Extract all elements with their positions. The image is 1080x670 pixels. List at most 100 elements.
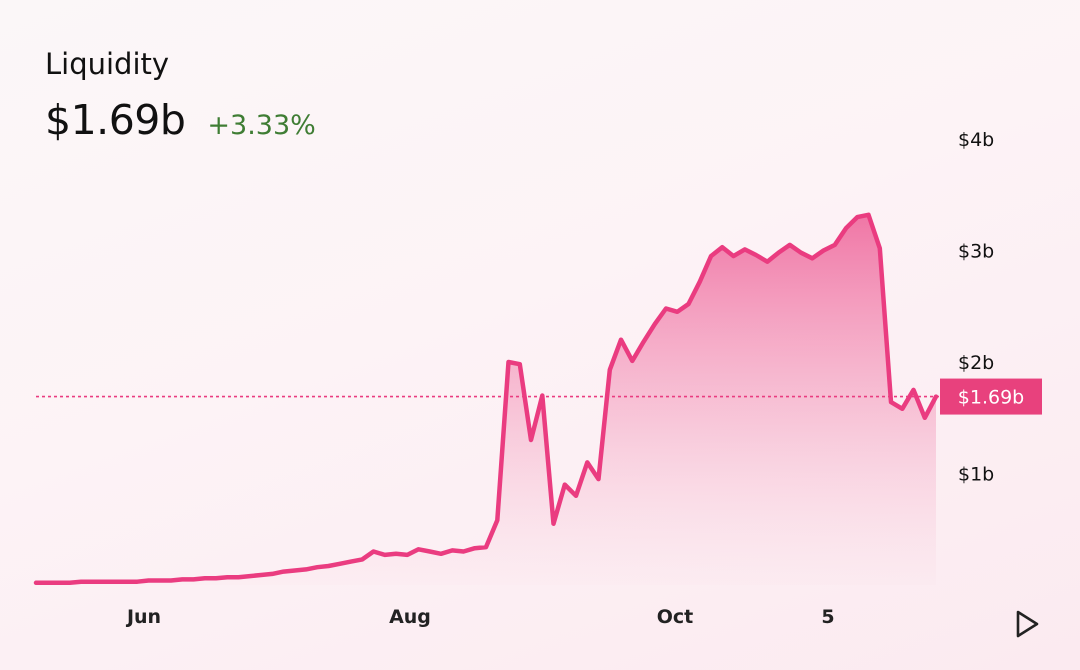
x-tick-label: Jun <box>125 606 161 628</box>
data-point <box>878 246 882 250</box>
data-point <box>79 580 83 584</box>
data-point <box>743 247 747 251</box>
data-point <box>158 579 162 583</box>
data-point <box>495 518 499 522</box>
data-point <box>529 438 533 442</box>
data-point <box>270 572 274 576</box>
data-point <box>180 577 184 581</box>
data-point <box>248 574 252 578</box>
data-point <box>90 580 94 584</box>
data-point <box>653 322 657 326</box>
data-point <box>563 483 567 487</box>
play-icon[interactable] <box>1012 608 1042 640</box>
data-point <box>732 254 736 258</box>
data-point <box>259 573 263 577</box>
data-point <box>687 302 691 306</box>
data-point <box>68 581 72 585</box>
data-point <box>810 256 814 260</box>
data-point <box>293 569 297 573</box>
data-point <box>574 494 578 498</box>
data-point <box>923 416 927 420</box>
data-point <box>675 310 679 314</box>
data-point <box>360 557 364 561</box>
data-point <box>450 548 454 552</box>
metric-value-row: $1.69b +3.33% <box>45 96 316 144</box>
series-line <box>33 212 939 586</box>
data-point <box>912 388 916 392</box>
data-point <box>822 249 826 253</box>
data-point <box>765 260 769 264</box>
data-point <box>540 393 544 397</box>
data-point <box>405 553 409 557</box>
data-point <box>102 580 106 584</box>
data-point <box>608 368 612 372</box>
data-point <box>788 243 792 247</box>
data-point <box>777 251 781 255</box>
data-point <box>349 560 353 564</box>
data-point <box>214 576 218 580</box>
data-point <box>720 245 724 249</box>
data-point <box>113 580 117 584</box>
data-point <box>57 581 61 585</box>
data-point <box>867 213 871 217</box>
data-point <box>518 362 522 366</box>
data-point <box>169 579 173 583</box>
y-tick-label: $3b <box>958 241 994 263</box>
y-tick-label: $4b <box>958 129 994 151</box>
data-point <box>698 280 702 284</box>
data-point <box>585 460 589 464</box>
metric-label: Liquidity <box>45 47 170 81</box>
y-tick-label: $2b <box>958 352 994 374</box>
data-point <box>315 565 319 569</box>
data-point <box>709 254 713 258</box>
data-point <box>597 477 601 481</box>
x-tick-label: Oct <box>657 606 694 628</box>
data-point <box>833 243 837 247</box>
y-axis: $1b $2b $3b $4b <box>958 129 994 486</box>
data-point <box>338 562 342 566</box>
y-tick-label: $1b <box>958 464 994 486</box>
data-point <box>473 546 477 550</box>
data-point <box>417 547 421 551</box>
series-area <box>36 214 936 586</box>
data-point <box>394 552 398 556</box>
x-tick-label: Aug <box>389 606 431 628</box>
data-point <box>282 570 286 574</box>
data-point <box>237 575 241 579</box>
data-point <box>619 338 623 342</box>
data-point <box>507 360 511 364</box>
data-point <box>642 340 646 344</box>
data-point <box>664 306 668 310</box>
data-point <box>147 579 151 583</box>
data-point <box>844 226 848 230</box>
data-point <box>372 550 376 554</box>
data-point <box>383 553 387 557</box>
data-point <box>855 215 859 219</box>
data-point <box>552 522 556 526</box>
data-point <box>327 564 331 568</box>
data-point <box>439 552 443 556</box>
current-value-badge-bg <box>940 378 1042 415</box>
data-point <box>304 567 308 571</box>
data-point <box>462 550 466 554</box>
data-point <box>124 580 128 584</box>
metric-value: $1.69b <box>45 96 186 144</box>
data-point <box>225 575 229 579</box>
data-point <box>192 577 196 581</box>
data-point <box>45 581 49 585</box>
data-point <box>889 400 893 404</box>
data-point <box>799 251 803 255</box>
current-value-badge: $1.69b <box>940 378 1042 415</box>
data-point <box>135 580 139 584</box>
data-point <box>900 407 904 411</box>
x-axis: Jun Aug Oct 5 <box>125 606 835 628</box>
data-point <box>484 545 488 549</box>
data-point <box>34 581 38 585</box>
data-point <box>630 359 634 363</box>
data-point <box>934 395 938 399</box>
data-point <box>203 576 207 580</box>
current-value-badge-label: $1.69b <box>958 387 1024 409</box>
liquidity-header: Liquidity $1.69b +3.33% <box>45 44 316 144</box>
data-point <box>428 550 432 554</box>
